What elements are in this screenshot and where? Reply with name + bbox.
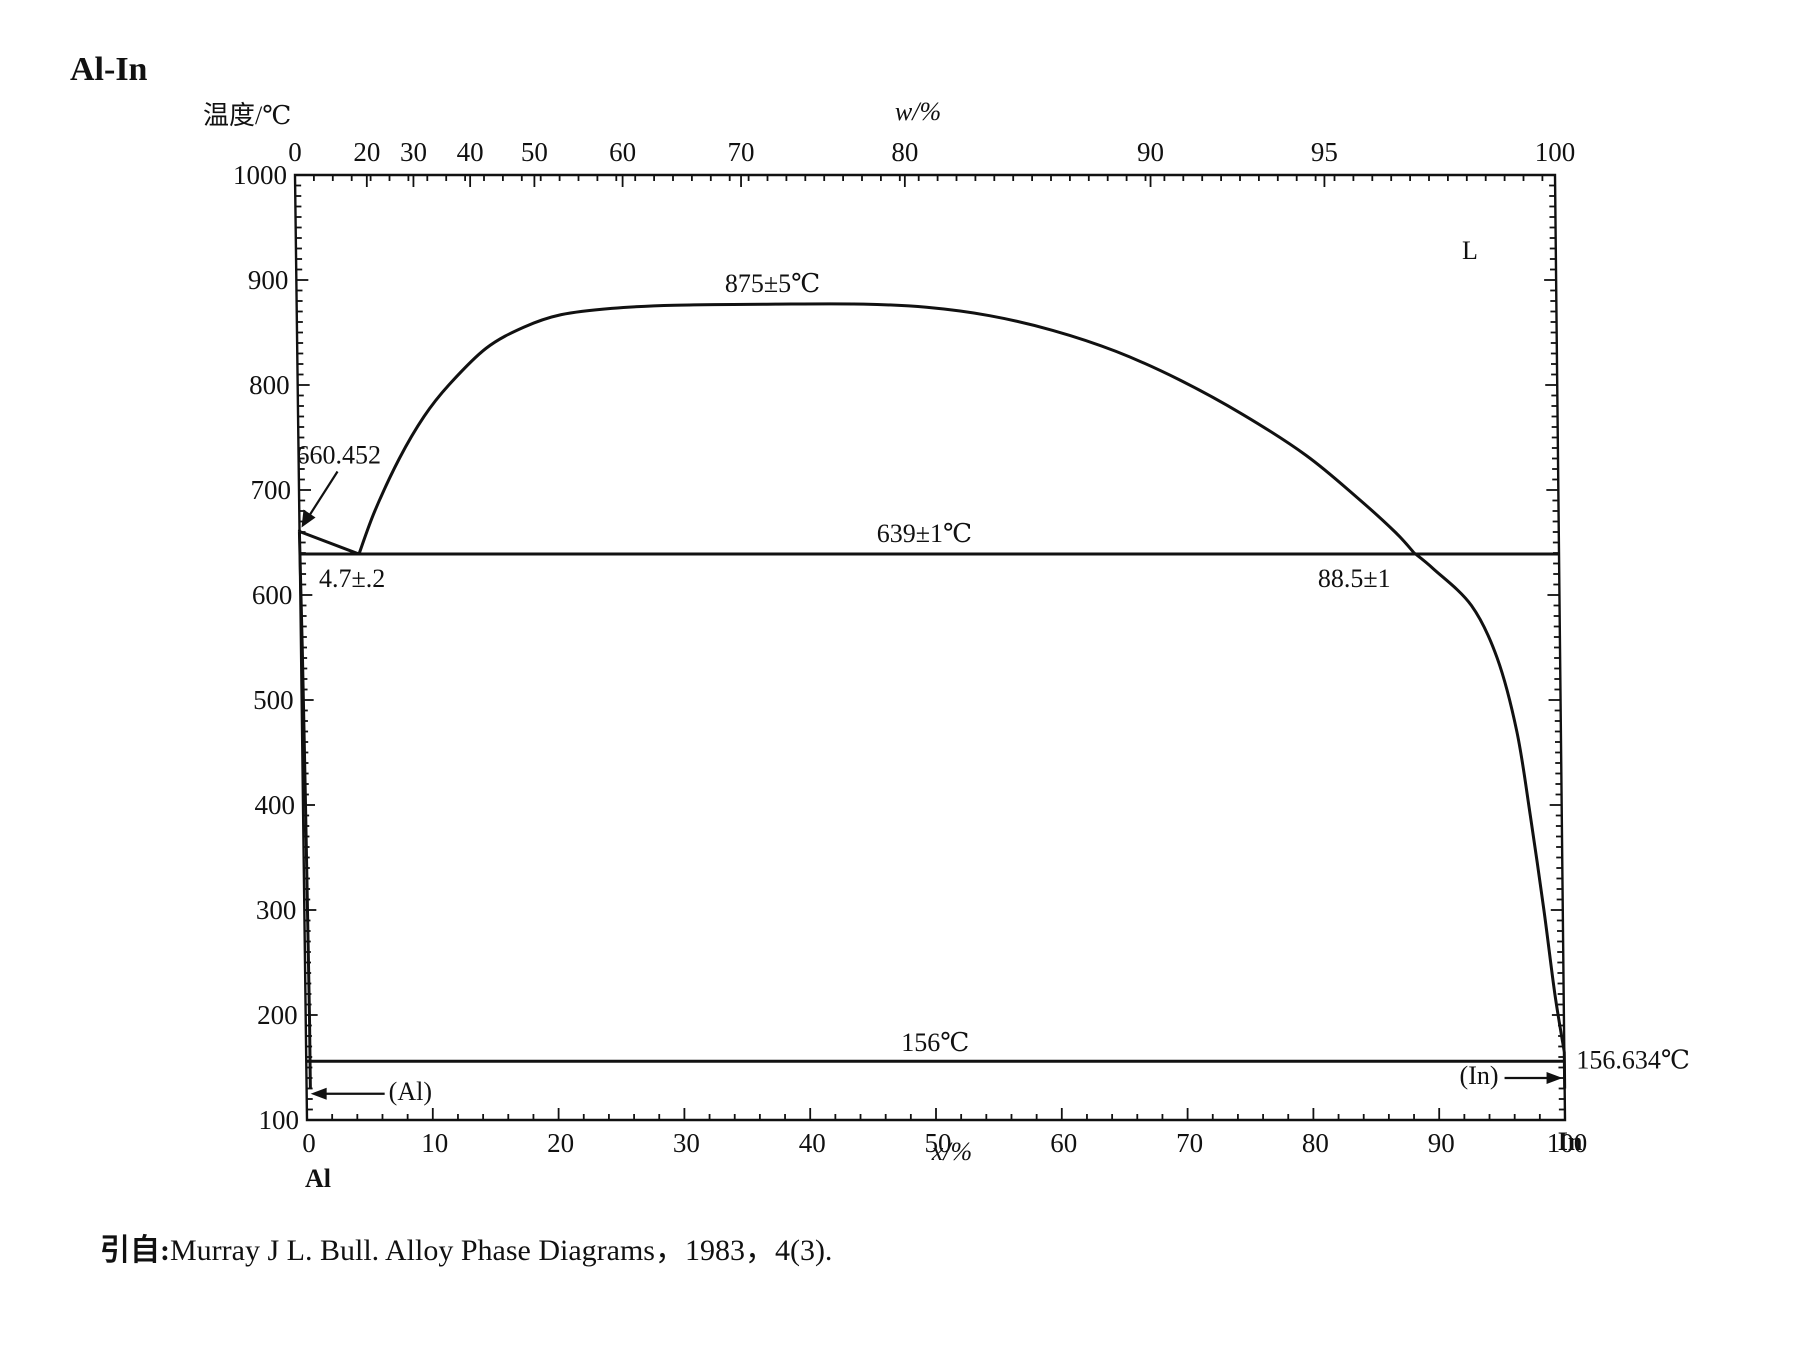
arrow-in-head [1546, 1072, 1563, 1084]
annotation-label: 4.7±.2 [319, 564, 385, 593]
top-x-axis-ticks: 0 20 30 40 50 60 70 80 90 95 100 [288, 137, 1575, 187]
y-tick-label: 900 [248, 265, 289, 295]
y-axis-ticks: 100 200 300 400 500 600 700 800 900 1000 [233, 160, 1565, 1135]
phase-boundary-3 [1413, 551, 1566, 1052]
citation-text: Murray J L. Bull. Alloy Phase Diagrams，1… [170, 1234, 832, 1267]
top-tick-label: 80 [891, 137, 918, 167]
y-tick-label: 700 [251, 475, 292, 505]
phase-boundary-2 [357, 302, 1416, 555]
x-tick-label: 60 [1050, 1128, 1077, 1158]
left-end-label: Al [305, 1164, 331, 1193]
plot-border [293, 173, 1567, 1122]
x-tick-label: 10 [421, 1128, 448, 1158]
arrow-al-head [310, 1087, 327, 1100]
chart-title: Al-In [70, 51, 148, 88]
plot-frame [293, 173, 1567, 1122]
annotation-label: 660.452 [297, 441, 382, 470]
y-tick-label: 200 [257, 1000, 298, 1030]
top-tick-label: 20 [353, 137, 380, 167]
annotation-label: 156.634℃ [1576, 1046, 1690, 1075]
phase-boundary-4 [297, 528, 312, 1089]
annotation-label: L [1462, 236, 1478, 265]
arrow-660-line [304, 470, 339, 523]
y-tick-label: 1000 [233, 160, 287, 190]
y-tick-label: 500 [253, 685, 294, 715]
annotation-label: (Al) [389, 1077, 432, 1106]
top-tick-label: 60 [609, 137, 636, 167]
x-tick-label: 40 [799, 1128, 826, 1158]
arrow-660-head [301, 509, 316, 528]
bottom-x-axis-label: x/% [931, 1137, 972, 1166]
x-tick-label: 80 [1302, 1128, 1329, 1158]
top-tick-label: 95 [1311, 137, 1338, 167]
x-tick-label: 0 [302, 1128, 316, 1158]
annotation-label: 639±1℃ [877, 519, 972, 548]
phase-boundary-1 [298, 530, 360, 556]
x-tick-label: 30 [673, 1128, 700, 1158]
top-tick-label: 50 [521, 137, 548, 167]
top-tick-label: 90 [1137, 137, 1164, 167]
y-tick-label: 300 [256, 895, 297, 925]
x-tick-label: 20 [547, 1128, 574, 1158]
x-tick-label: 100 [1547, 1128, 1588, 1158]
top-tick-label: 30 [400, 137, 427, 167]
y-axis-label: 温度/℃ [203, 101, 291, 130]
x-tick-label: 70 [1176, 1128, 1203, 1158]
annotations: 660.452 4.7±.2 875±5℃ 639±1℃ 88.5±1 156℃ 156.6… [297, 236, 1690, 1106]
annotation-label: 88.5±1 [1318, 564, 1391, 593]
annotation-label: 875±5℃ [725, 269, 820, 298]
y-tick-label: 400 [255, 790, 296, 820]
right-end-label: In [1558, 1127, 1583, 1156]
annotation-label: 156℃ [901, 1028, 969, 1057]
top-tick-label: 70 [728, 137, 755, 167]
y-tick-label: 800 [249, 370, 290, 400]
top-tick-label: 40 [457, 137, 484, 167]
annotation-label: (In) [1460, 1061, 1499, 1090]
phase-boundaries [297, 302, 1567, 1089]
top-x-axis-label: w/% [895, 97, 941, 126]
top-tick-label: 0 [288, 137, 302, 167]
citation-prefix: 引自: [100, 1234, 170, 1267]
y-tick-label: 100 [259, 1105, 300, 1135]
top-tick-label: 100 [1535, 137, 1576, 167]
x-tick-label: 50 [925, 1128, 952, 1158]
x-tick-label: 90 [1428, 1128, 1455, 1158]
bottom-x-axis-ticks: 0 10 20 30 40 50 60 70 80 90 100 [302, 1108, 1587, 1158]
citation: 引自:Murray J L. Bull. Alloy Phase Diagram… [100, 1234, 832, 1267]
y-tick-label: 600 [252, 580, 293, 610]
